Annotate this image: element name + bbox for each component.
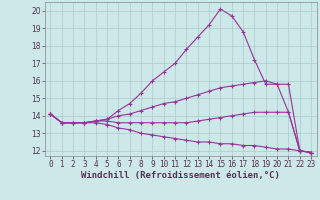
X-axis label: Windchill (Refroidissement éolien,°C): Windchill (Refroidissement éolien,°C)	[81, 171, 280, 180]
